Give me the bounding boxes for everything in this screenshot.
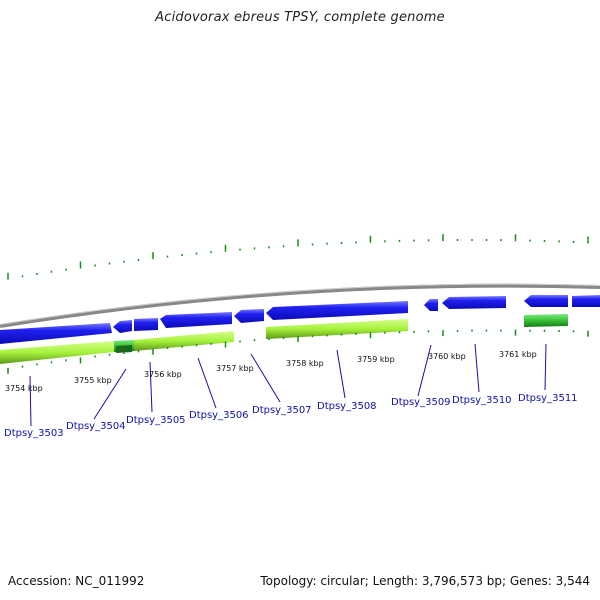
kbp-label: 3756 kbp <box>144 370 182 379</box>
gene-leader-lines <box>29 343 547 427</box>
gene-arrow[interactable] <box>572 295 600 307</box>
gene-label-dtpsy-3507[interactable]: Dtpsy_3507 <box>252 405 312 416</box>
gene-label-dtpsy-3503[interactable]: Dtpsy_3503 <box>4 428 64 439</box>
kbp-scale-labels: 3754 kbp 3755 kbp 3756 kbp 3757 kbp 3758… <box>5 350 537 393</box>
cds-block[interactable] <box>266 319 408 339</box>
gene-arrow[interactable] <box>524 295 568 307</box>
forward-gene-track <box>0 295 600 344</box>
gene-label-dtpsy-3505[interactable]: Dtpsy_3505 <box>126 415 186 426</box>
gene-labels: Dtpsy_3503 Dtpsy_3504 Dtpsy_3505 Dtpsy_3… <box>4 393 578 439</box>
genome-summary-text: Topology: circular; Length: 3,796,573 bp… <box>260 574 590 588</box>
gene-arrow[interactable] <box>266 301 408 320</box>
gene-label-dtpsy-3508[interactable]: Dtpsy_3508 <box>317 401 377 412</box>
kbp-label: 3759 kbp <box>357 355 395 364</box>
cds-block[interactable] <box>0 341 114 364</box>
gene-arrow[interactable] <box>234 309 264 323</box>
kbp-label: 3755 kbp <box>74 376 112 385</box>
gene-arrow[interactable] <box>0 323 112 344</box>
gene-arrow[interactable] <box>134 318 158 331</box>
gene-arrow[interactable] <box>113 320 132 333</box>
cds-block[interactable] <box>524 314 568 327</box>
kbp-label: 3754 kbp <box>5 384 43 393</box>
map-title: Acidovorax ebreus TPSY, complete genome <box>155 10 445 25</box>
gene-arrow[interactable] <box>160 312 232 328</box>
gene-label-dtpsy-3511[interactable]: Dtpsy_3511 <box>518 393 578 404</box>
gene-label-dtpsy-3510[interactable]: Dtpsy_3510 <box>452 395 512 406</box>
kbp-label: 3757 kbp <box>216 364 254 373</box>
cds-track <box>0 314 568 364</box>
gene-arrow[interactable] <box>442 296 506 309</box>
gene-label-dtpsy-3509[interactable]: Dtpsy_3509 <box>391 397 451 408</box>
cds-block[interactable] <box>134 331 234 351</box>
kbp-label: 3760 kbp <box>428 352 466 361</box>
outer-scale-ticks <box>7 234 589 280</box>
cds-block[interactable] <box>116 345 132 353</box>
inner-scale-ticks <box>7 329 589 374</box>
genome-backbone <box>0 283 600 328</box>
kbp-label: 3758 kbp <box>286 359 324 368</box>
accession-text: Accession: NC_011992 <box>8 574 145 588</box>
gene-label-dtpsy-3504[interactable]: Dtpsy_3504 <box>66 421 126 432</box>
gene-label-dtpsy-3506[interactable]: Dtpsy_3506 <box>189 410 249 421</box>
gene-arrow[interactable] <box>424 299 438 311</box>
kbp-label: 3761 kbp <box>499 350 537 359</box>
